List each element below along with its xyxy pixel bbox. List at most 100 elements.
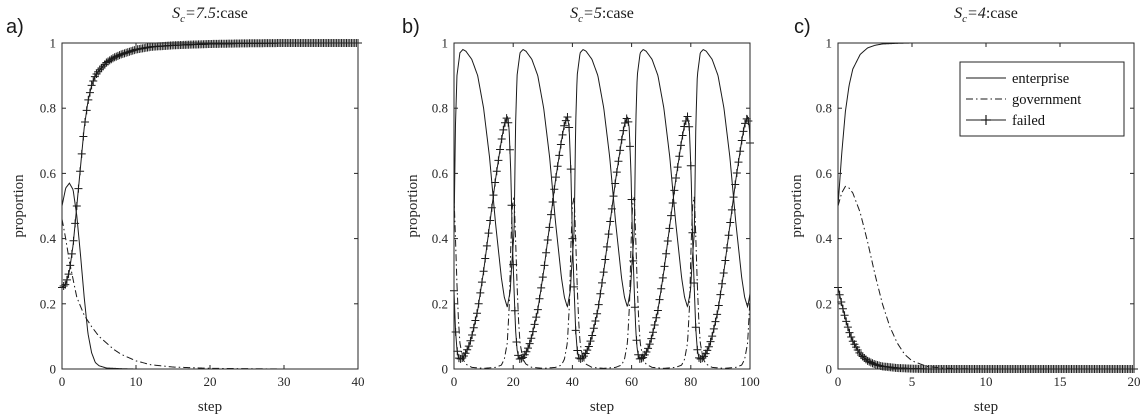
panel-b-failed-marker [479,267,488,276]
panel-c-failed-marker [866,358,875,367]
panel-a-title-suffix: :case [216,5,248,22]
panel-b-title-subscript: c [578,13,583,25]
panel-a-ytick-label: 0.8 [40,101,56,116]
panel-c-failed-marker [843,323,852,332]
panel-b-failed-marker [642,348,651,357]
panel-b-failed-marker [510,306,519,315]
panel-b-failed-marker [718,279,727,288]
panel-c-title-symbol: S [954,5,962,22]
panel-b-failed-marker [553,162,562,171]
panel-b-xtick-label: 100 [740,374,760,389]
legend-swatch-failed-marker [981,115,991,125]
panel-b-failed-marker [571,326,580,335]
panel-b-failed-marker [726,218,735,227]
panel-b-failed-marker [496,145,505,154]
panel-b-failed-marker [535,294,544,303]
panel-b-title: Sc=5:case [570,5,634,25]
panel-a-title-subscript: c [180,13,185,25]
panel-b-failed-marker [648,328,657,337]
panel-b-failed-marker [598,278,606,287]
panel-a-series-government [61,218,358,370]
panel-a-failed-marker [66,261,75,270]
panel-b-failed-marker [589,324,598,333]
panel-b-series-failed [453,114,751,360]
panel-b-failed-marker [624,117,633,126]
panel-b-failed-marker [706,337,715,346]
panel-c-ytick-label: 0 [826,362,833,377]
panel-b-failed-marker [686,161,695,170]
panel-b-failed-marker [685,122,694,131]
panel-b-failed-marker [629,256,638,265]
panel-a-failed-marker [117,50,126,59]
panel-b-failed-marker [530,320,539,329]
panel-b-failed-marker [543,236,552,245]
panel-b-failed-marker [690,279,699,288]
panel-b-failed-marker [732,168,741,177]
panel-b-failed-marker [736,147,745,156]
panel-b-failed-marker [607,204,616,213]
panel-b-failed-marker [453,347,462,356]
panel-a-axes-box [61,42,359,370]
panel-b-failed-marker [573,346,582,355]
panel-b-failed-marker [601,255,610,264]
panel-b-failed-marker [509,260,518,269]
panel-a-ylabel: proportion [11,174,27,238]
panel-b-failed-marker [716,290,725,299]
panel-b-failed-marker [482,241,491,250]
panel-b-ylabel: proportion [405,174,421,238]
panel-b-plot [450,48,754,369]
panel-a-failed-marker [62,275,71,284]
panel-b-failed-marker [672,173,680,182]
panel-b-failed-marker [524,344,532,353]
panel-b-failed-marker [667,211,676,220]
panel-b-failed-marker [578,354,587,363]
panel-b-failed-marker [714,301,723,310]
panel-b-failed-marker [532,313,541,322]
panel-b-failed-marker [583,346,592,355]
panel-b-failed-marker [451,328,460,337]
panel-b-failed-marker [545,223,554,232]
panel-b-failed-marker [673,163,682,172]
panel-a-failed-marker [95,65,104,74]
panel-b-failed-marker [473,309,482,318]
panel-b-title-value: =5 [583,5,602,22]
panel-b-failed-marker [668,198,677,207]
panel-b-failed-marker [729,193,738,202]
panel-b-failed-marker [744,116,753,125]
panel-b-failed-marker [665,224,674,233]
panel-a-title: Sc=7.5:case [172,5,248,25]
panel-b-letter: b) [402,16,420,38]
panel-b-failed-marker [632,336,641,345]
panel-a-plot [58,39,362,370]
panel-b-ytick-label: 0.2 [432,296,448,311]
legend-label-government: government [1012,92,1081,108]
panel-a-failed-marker [89,77,98,86]
panel-b-axes-box [453,42,751,370]
panel-b-ticks: 0 20 40 60 80 100 0 0.2 0.4 0.6 0.8 1 [432,36,760,390]
panel-b-failed-marker [655,295,664,304]
panel-b-failed-marker [542,248,551,257]
panel-b-xtick-label: 60 [625,374,638,389]
panel-b-failed-marker [505,145,514,154]
panel-a-ytick-label: 0.6 [40,166,57,181]
panel-b-xlabel: step [590,399,614,414]
panel-a-failed-marker [77,149,86,158]
panel-b-failed-marker [540,261,549,270]
panel-b-ytick-label: 1 [442,36,449,51]
panel-b-failed-marker [565,123,574,132]
panel-a-failed-marker [123,48,132,57]
panel-b-ytick-label: 0.4 [432,231,449,246]
panel-a-failed-marker [120,49,129,58]
panel-c-ytick-label: 0.2 [816,296,832,311]
panel-a-series-failed [61,42,358,288]
panel-b-failed-marker [550,185,559,194]
panel-b: b) Sc=5:case 0 20 40 60 80 10000.20.40.60.81 … [402,5,760,414]
panel-b-failed-marker [568,234,577,243]
panel-b-xtick-label: 40 [566,374,579,389]
panel-c-xtick-label: 10 [980,374,993,389]
panel-a-failed-marker [108,54,117,63]
panel-b-failed-marker [593,309,602,318]
panel-a-failed-marker [76,167,85,176]
panel-b-failed-marker [497,134,506,143]
panel-b-xtick-label: 80 [684,374,697,389]
